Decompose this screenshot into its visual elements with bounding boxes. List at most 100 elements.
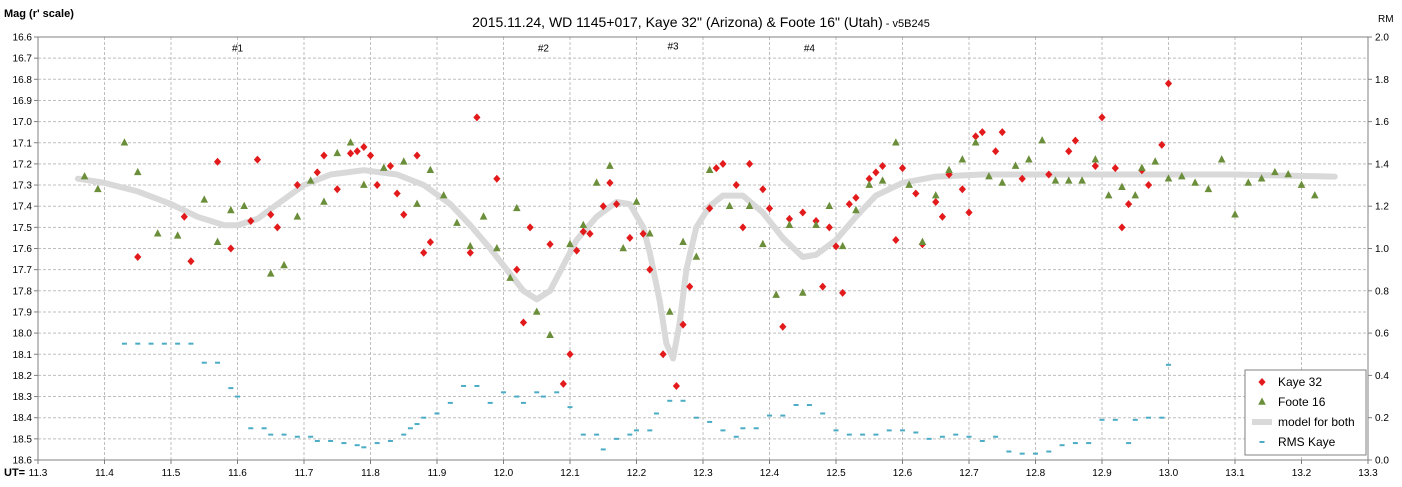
foote-16-point <box>592 178 601 186</box>
foote-16-point <box>466 241 475 250</box>
x-tick-label: 12.0 <box>494 468 514 479</box>
rms-kaye-point <box>634 429 639 432</box>
kaye-32-point <box>599 202 607 211</box>
foote-16-point <box>1131 191 1140 199</box>
kaye-32-point <box>1111 164 1119 173</box>
rms-kaye-point <box>1159 416 1165 419</box>
rms-kaye-point <box>1046 450 1052 453</box>
foote-16-point <box>632 197 641 205</box>
kaye-32-point <box>373 181 381 190</box>
rms-kaye-point <box>374 442 380 445</box>
y2-tick-label: 0.4 <box>1375 371 1389 382</box>
kaye-32-point <box>1158 140 1166 149</box>
kaye-32-point <box>227 244 235 253</box>
foote-16-point <box>80 172 89 180</box>
model-layer <box>74 167 1338 362</box>
kaye-32-point <box>293 181 301 190</box>
rms-kaye-point <box>401 433 407 436</box>
y-tick-label: 17.3 <box>13 181 33 192</box>
chart-title: 2015.11.24, WD 1145+017, Kaye 32" (Arizo… <box>472 14 930 30</box>
rms-kaye-point <box>201 361 207 364</box>
x-tick-label: 13.1 <box>1225 468 1245 479</box>
kaye-32-legend-swatch <box>1258 378 1266 386</box>
kaye-32-point <box>400 210 408 219</box>
kaye-32-point <box>353 147 361 156</box>
kaye-32-point <box>958 185 966 194</box>
x-tick-label: 13.3 <box>1358 468 1378 479</box>
kaye-32-point <box>253 155 262 164</box>
legend-box <box>1244 369 1367 456</box>
rms-kaye-point <box>1033 452 1038 455</box>
foote-16-point <box>506 273 514 281</box>
foote-16-point <box>1138 163 1146 171</box>
rms-kaye-point <box>600 448 606 451</box>
rms-kaye-point <box>767 414 772 417</box>
model-line <box>74 167 1338 362</box>
kaye-32-point <box>679 320 687 329</box>
rms-kaye-legend-swatch <box>1259 441 1265 443</box>
foote-16-point <box>985 172 993 180</box>
foote-16-point <box>1025 155 1033 163</box>
rms-kaye-point <box>1099 418 1105 421</box>
foote-16-point <box>878 176 887 184</box>
y-tick-label: 18.0 <box>13 329 33 340</box>
kaye-32-point <box>672 381 680 390</box>
rms-kaye-point <box>387 439 393 442</box>
kaye-32-point <box>473 113 481 122</box>
kaye-32-point <box>712 164 720 173</box>
foote-16-point <box>838 241 847 250</box>
foote-16-point <box>173 231 182 239</box>
rms-kaye-point <box>354 444 360 447</box>
foote-16-point <box>346 138 355 146</box>
x-tick-label: 13.2 <box>1292 468 1312 479</box>
foote-16-point <box>725 201 734 209</box>
kaye-32-point <box>1098 113 1106 122</box>
foote-16-point <box>1257 174 1266 182</box>
rms-kaye-point <box>806 404 812 407</box>
x-tick-label: 12.8 <box>1026 468 1046 479</box>
foote-16-point <box>1284 169 1292 178</box>
rms-kaye-point <box>1166 363 1171 366</box>
foote-16-point <box>759 239 767 248</box>
y2-tick-label: 0.0 <box>1375 456 1389 467</box>
foote-16-point <box>1271 167 1279 176</box>
foote-16-point <box>453 218 461 226</box>
x-tick-label: 11.3 <box>29 468 48 479</box>
kaye-32-point <box>426 238 434 247</box>
kaye-32-point <box>759 185 767 194</box>
foote-16-point <box>1178 172 1186 180</box>
y-tick-label: 17.9 <box>13 307 33 318</box>
rms-kaye-point <box>966 435 972 438</box>
rms-kaye-point <box>121 342 127 345</box>
chart-title-suffix: - v5B245 <box>883 18 930 30</box>
foote-16-point <box>532 307 541 315</box>
rms-kaye-point <box>993 435 999 438</box>
rms-kaye-point <box>667 399 673 402</box>
foote-16-point <box>945 165 953 174</box>
rms-kaye-point <box>627 433 633 436</box>
foote-16-point <box>1217 155 1226 163</box>
kaye-32-point <box>852 193 860 202</box>
foote-16-point <box>306 176 315 184</box>
annotation-label: #2 <box>538 44 550 55</box>
rms-kaye-point <box>833 429 839 432</box>
rms-kaye-point <box>540 395 546 398</box>
foote-16-point <box>293 212 302 220</box>
kaye-32-point <box>1144 181 1153 190</box>
kaye-32-point <box>466 248 474 257</box>
rms-kaye-point <box>135 342 141 345</box>
annotation-label: #4 <box>804 44 816 55</box>
foote-16-point <box>546 330 554 339</box>
foote-16-point <box>493 244 501 252</box>
x-tick-label: 12.2 <box>627 468 647 479</box>
foote-16-point <box>399 157 408 165</box>
rms-kaye-point <box>1072 442 1078 445</box>
kaye-32-point <box>732 181 740 190</box>
legend-entries: Kaye 32 Foote 16 model for both RMS Kaye <box>1252 375 1355 449</box>
kaye-32-point <box>839 288 847 297</box>
x-tick-label: 12.4 <box>760 468 780 479</box>
foote-16-point <box>1011 161 1020 169</box>
rms-kaye-point <box>900 429 905 432</box>
kaye-32-point <box>273 223 281 232</box>
foote-16-point <box>227 205 235 214</box>
